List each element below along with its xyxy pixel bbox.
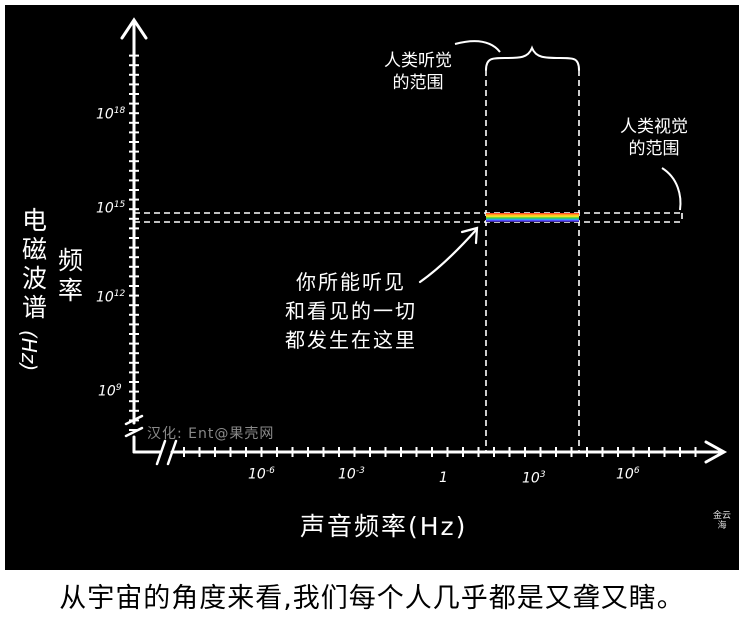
center-annotation-line3: 都发生在这里 (285, 328, 417, 352)
y-axis-title-col2: 频率 (58, 246, 84, 305)
hearing-range-label-line2: 的范围 (392, 73, 444, 93)
y-axis-ticks (129, 54, 139, 431)
vision-range-box (134, 212, 683, 223)
x-axis-title: 声音频率(Hz) (300, 512, 468, 541)
y-tick-label-1e9: 109 (98, 383, 122, 400)
y-tick-label-1e18: 1018 (96, 106, 126, 123)
caption: 从宇宙的角度来看,我们每个人几乎都是又聋又瞎。 (0, 574, 744, 623)
hearing-range-box (485, 70, 580, 452)
x-tick-label-1e6: 106 (616, 466, 640, 483)
vision-range-label-line1: 人类视觉 (620, 117, 688, 137)
x-tick-label-1: 1 (439, 470, 448, 486)
x-axis (132, 439, 728, 466)
hearing-range-label: 人类听觉 的范围 (384, 50, 452, 94)
center-arrow (418, 226, 479, 284)
artist-signature: 金云海 (712, 511, 731, 531)
vision-range-label: 人类视觉 的范围 (620, 116, 688, 160)
hearing-range-label-line1: 人类听觉 (384, 51, 452, 71)
translation-watermark: 汉化: Ent@果壳网 (147, 426, 275, 442)
x-tick-label-1e-6: 10-6 (248, 466, 275, 483)
hearing-brace (485, 45, 580, 71)
center-annotation-line2: 和看见的一切 (285, 299, 417, 323)
y-tick-label-1e15: 1015 (96, 200, 126, 217)
hearing-pointer (454, 40, 501, 53)
y-axis-title-unit: (Hz) (17, 330, 41, 372)
vision-pointer (661, 167, 682, 211)
x-tick-label-1e-3: 10-3 (338, 466, 365, 483)
x-axis-ticks (183, 447, 697, 457)
center-annotation-line1: 你所能听见 (296, 270, 406, 294)
y-axis-title-col1: 电磁波谱 (22, 206, 48, 322)
vision-range-label-line2: 的范围 (628, 139, 680, 159)
diagram-panel (5, 5, 739, 570)
y-tick-label-1e12: 1012 (96, 289, 126, 306)
center-annotation: 你所能听见 和看见的一切 都发生在这里 (285, 268, 417, 355)
x-tick-label-1e3: 103 (522, 470, 546, 487)
visible-spectrum-band (486, 213, 579, 222)
